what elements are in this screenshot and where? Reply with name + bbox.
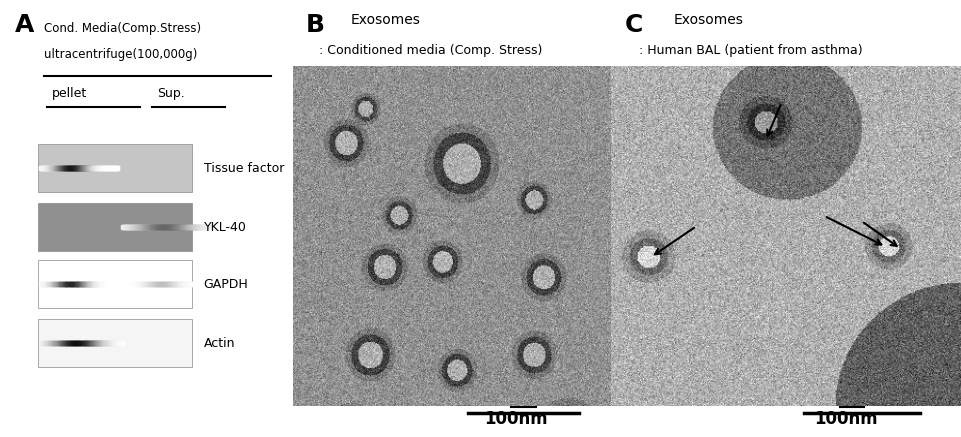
FancyBboxPatch shape [38, 144, 192, 192]
Text: 100nm: 100nm [483, 410, 547, 428]
Text: YKL-40: YKL-40 [204, 221, 246, 234]
Text: A: A [15, 13, 35, 37]
Text: : Human BAL (patient from asthma): : Human BAL (patient from asthma) [638, 44, 862, 57]
Text: : Conditioned media (Comp. Stress): : Conditioned media (Comp. Stress) [318, 44, 542, 57]
Text: Actin: Actin [204, 336, 235, 350]
Text: C: C [625, 13, 643, 37]
FancyBboxPatch shape [38, 203, 192, 251]
Text: GAPDH: GAPDH [204, 277, 248, 291]
Text: ultracentrifuge(100,000g): ultracentrifuge(100,000g) [43, 48, 197, 61]
Text: Tissue factor: Tissue factor [204, 162, 283, 175]
Text: Exosomes: Exosomes [674, 13, 743, 27]
Text: Sup.: Sup. [157, 87, 185, 101]
Text: B: B [306, 13, 325, 37]
FancyBboxPatch shape [38, 260, 192, 308]
Text: Exosomes: Exosomes [350, 13, 420, 27]
Text: Cond. Media(Comp.Stress): Cond. Media(Comp.Stress) [43, 22, 201, 35]
Text: 100nm: 100nm [814, 410, 877, 428]
FancyBboxPatch shape [38, 319, 192, 367]
Text: pellet: pellet [52, 87, 87, 101]
